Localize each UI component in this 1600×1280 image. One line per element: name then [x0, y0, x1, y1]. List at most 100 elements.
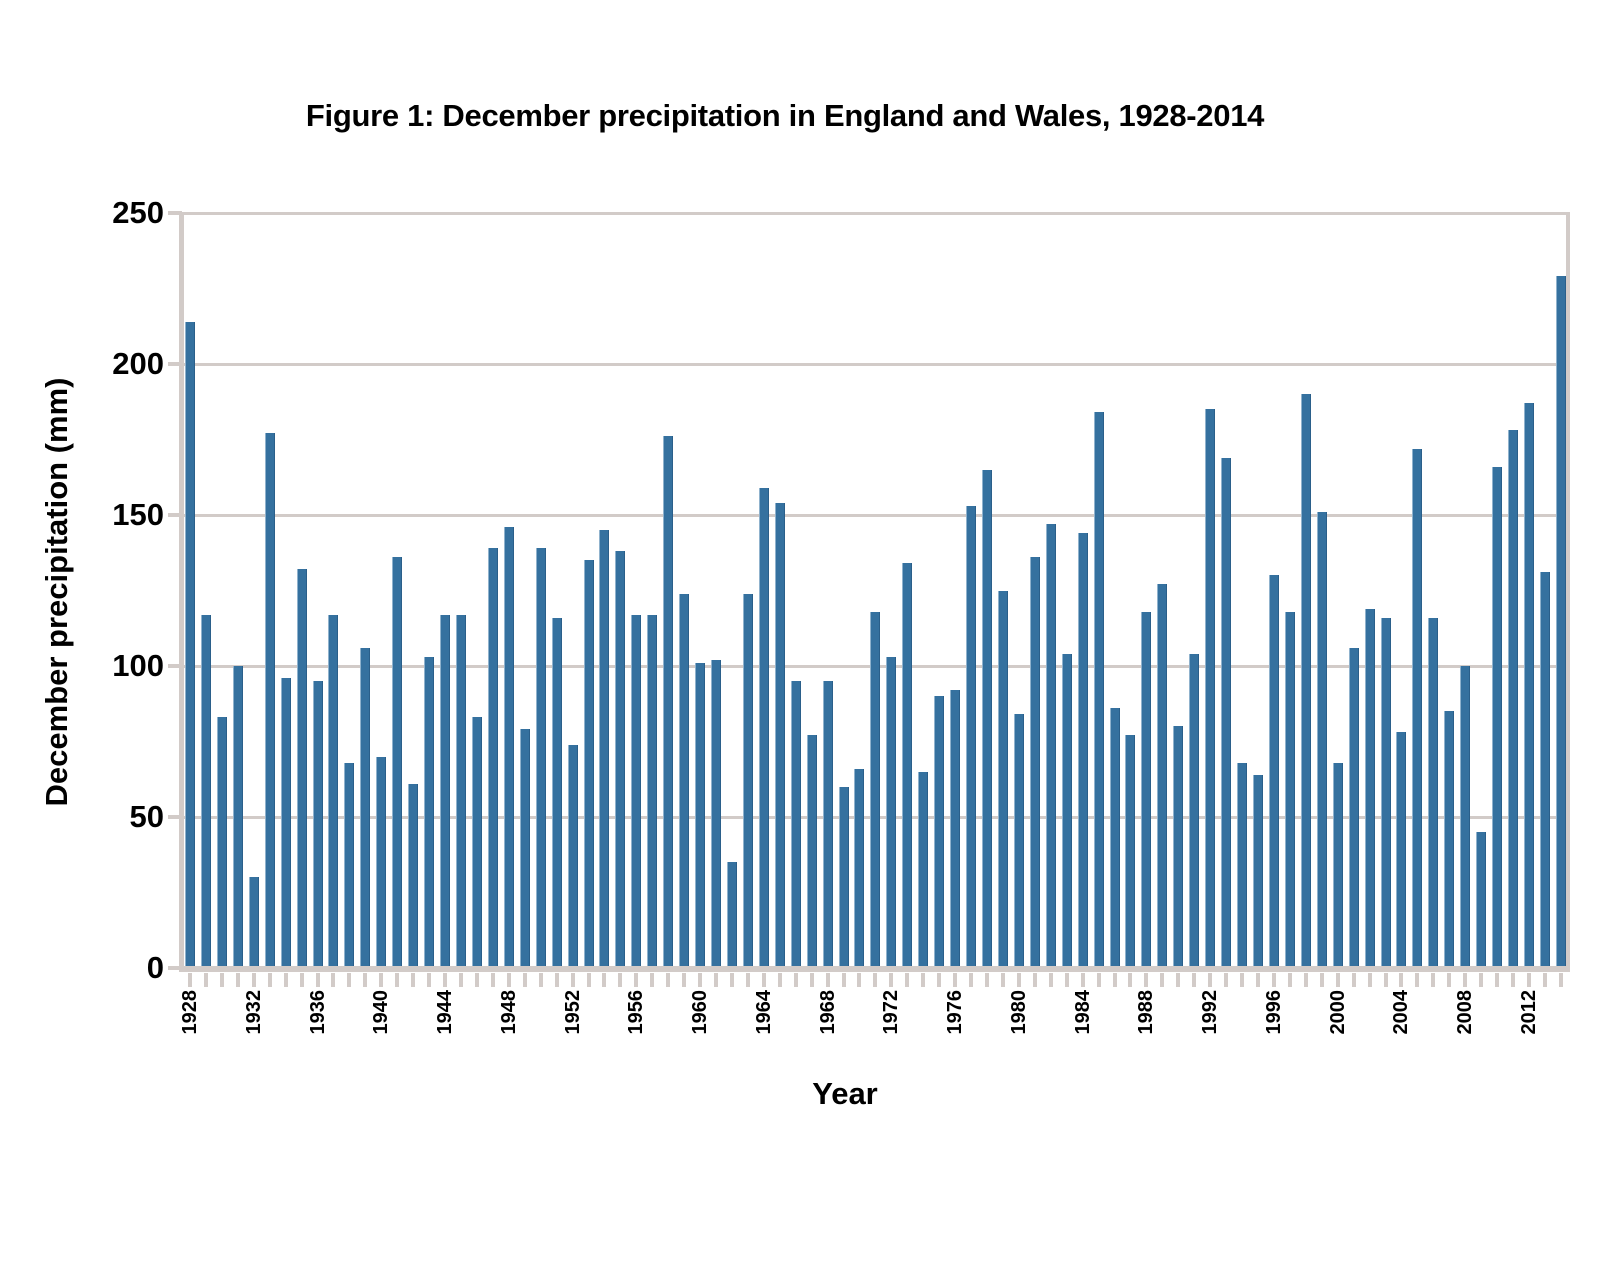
x-tick-1985	[1096, 973, 1101, 987]
x-tick-1970	[857, 973, 862, 987]
bar-2013	[1539, 572, 1550, 968]
y-tick-label-100: 100	[112, 648, 164, 683]
x-tick-label-2000: 2000	[1326, 990, 1349, 1035]
x-tick-1994	[1240, 973, 1245, 987]
bar-1930	[216, 717, 227, 968]
bar-1936	[312, 681, 323, 968]
x-tick-1980	[1016, 973, 1021, 987]
x-tick-label-1992: 1992	[1199, 990, 1222, 1035]
bar-2014	[1555, 276, 1566, 968]
bar-1993	[1221, 457, 1232, 968]
x-tick-1986	[1112, 973, 1117, 987]
x-tick-1948	[506, 973, 511, 987]
x-tick-2014	[1558, 973, 1563, 987]
x-tick-1945	[458, 973, 463, 987]
bar-1954	[599, 530, 610, 968]
bar-2001	[1348, 647, 1359, 968]
x-tick-label-1968: 1968	[816, 990, 839, 1035]
x-tick-1944	[443, 973, 448, 987]
bar-1969	[838, 786, 849, 968]
x-tick-1988	[1144, 973, 1149, 987]
x-tick-1955	[618, 973, 623, 987]
bar-1958	[663, 436, 674, 968]
x-tick-1997	[1287, 973, 1292, 987]
bar-1975	[934, 696, 945, 968]
bar-1957	[647, 614, 658, 968]
bar-1990	[1173, 726, 1184, 968]
x-tick-1965	[777, 973, 782, 987]
x-tick-1934	[283, 973, 288, 987]
bar-1946	[471, 717, 482, 968]
x-tick-1976	[953, 973, 958, 987]
chart-title: Figure 1: December precipitation in Engl…	[305, 98, 1265, 133]
bar-1952	[567, 744, 578, 968]
x-tick-2007	[1447, 973, 1452, 987]
bar-1971	[870, 611, 881, 968]
bar-1978	[982, 469, 992, 968]
x-tick-label-1932: 1932	[242, 990, 265, 1035]
y-tick-label-150: 150	[112, 497, 164, 532]
x-tick-1973	[905, 973, 910, 987]
bar-2009	[1476, 832, 1487, 968]
y-tick-label-50: 50	[129, 799, 164, 834]
x-tick-2002	[1367, 973, 1372, 987]
bar-1991	[1189, 653, 1200, 968]
bar-1973	[902, 563, 913, 968]
bar-1933	[264, 433, 275, 968]
x-tick-1938	[347, 973, 352, 987]
x-tick-2006	[1431, 973, 1436, 987]
gridline-150	[179, 514, 1570, 517]
y-tick-150	[168, 513, 182, 517]
x-tick-2003	[1383, 973, 1388, 987]
x-tick-1952	[570, 973, 575, 987]
bar-1962	[726, 862, 737, 968]
bar-1972	[886, 656, 897, 968]
x-tick-1953	[586, 973, 591, 987]
bar-1967	[806, 735, 817, 968]
y-tick-250	[168, 211, 182, 215]
x-axis-title: Year	[812, 1076, 878, 1111]
x-tick-label-1956: 1956	[625, 990, 648, 1035]
bar-1961	[711, 659, 722, 968]
bar-1939	[360, 647, 371, 968]
x-tick-1933	[267, 973, 272, 987]
bar-1943	[424, 656, 435, 968]
bar-2010	[1492, 466, 1503, 968]
bar-1994	[1237, 762, 1248, 968]
x-tick-2000	[1335, 973, 1340, 987]
bar-1986	[1109, 708, 1120, 968]
x-tick-2013	[1542, 973, 1547, 987]
bar-1932	[248, 877, 259, 968]
x-tick-1939	[363, 973, 368, 987]
x-tick-1936	[315, 973, 320, 987]
x-tick-1929	[203, 973, 208, 987]
x-tick-1966	[793, 973, 798, 987]
x-tick-1928	[188, 973, 192, 987]
x-tick-1957	[650, 973, 655, 987]
bar-1948	[503, 527, 514, 968]
x-tick-label-1976: 1976	[944, 990, 967, 1035]
bar-1941	[392, 557, 403, 968]
x-tick-2012	[1526, 973, 1531, 987]
x-tick-2005	[1415, 973, 1420, 987]
bar-2000	[1332, 762, 1343, 968]
bar-2005	[1412, 448, 1423, 968]
bar-1976	[950, 690, 961, 968]
x-tick-1978	[985, 973, 989, 987]
x-tick-label-2004: 2004	[1390, 990, 1413, 1035]
y-tick-100	[168, 664, 182, 668]
x-tick-1950	[538, 973, 543, 987]
bar-1928	[185, 321, 195, 968]
x-tick-label-1936: 1936	[306, 990, 329, 1035]
x-tick-label-1984: 1984	[1071, 990, 1094, 1035]
bar-1953	[583, 560, 594, 968]
bar-1985	[1093, 412, 1104, 968]
bar-1951	[551, 617, 562, 968]
x-tick-label-1988: 1988	[1135, 990, 1158, 1035]
bar-1999	[1316, 511, 1327, 968]
bar-2006	[1428, 617, 1439, 968]
x-tick-1942	[411, 973, 416, 987]
y-tick-0	[168, 966, 182, 970]
x-tick-1992	[1208, 973, 1213, 987]
